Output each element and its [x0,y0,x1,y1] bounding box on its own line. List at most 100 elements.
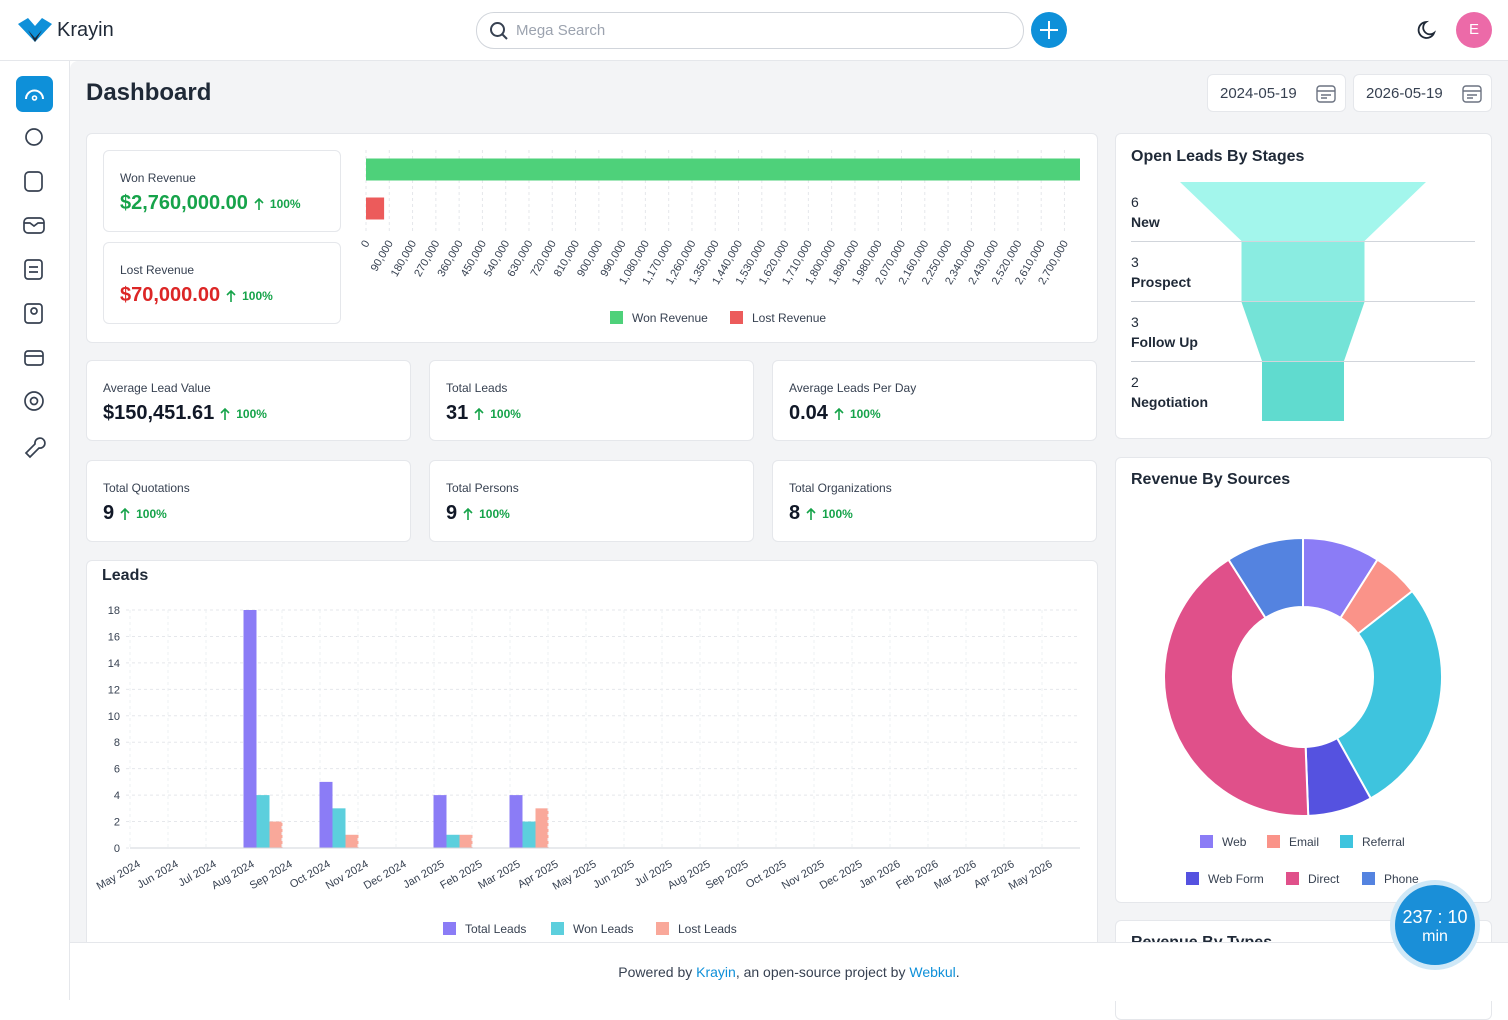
search-icon [490,22,508,40]
y-tick-label: 12 [108,684,120,696]
nav-quotes[interactable] [24,171,43,192]
timer[interactable]: 237 : 10 min [1395,885,1475,965]
stage-value: 6 [1131,194,1139,210]
y-tick-label: 2 [114,817,120,829]
footer-link[interactable]: Webkul [909,964,956,980]
nav-activities[interactable] [24,259,43,280]
stage-label: Prospect [1131,274,1191,290]
search-box[interactable]: Mega Search [476,12,1024,49]
x-tick-label: Aug 2024 [210,858,257,892]
avatar[interactable]: E [1456,12,1492,48]
pie-title: Revenue By Sources [1131,471,1291,488]
x-tick-label: Jun 2024 [135,858,180,891]
nav-dashboard[interactable] [16,76,53,112]
date-from[interactable]: 2024-05-19 [1207,74,1346,112]
date-to-text: 2026-05-19 [1366,85,1443,102]
y-tick-label: 10 [108,711,120,723]
leads-title: Leads [102,567,149,584]
stage-label: Follow Up [1131,334,1198,350]
logo-icon [18,18,52,42]
legend-swatch [1186,872,1199,885]
x-tick-label: Sep 2025 [704,858,751,892]
x-tick-label: Aug 2025 [666,858,713,892]
legend-swatch [656,922,669,935]
stat-change: 100% [822,506,853,521]
legend-swatch [610,311,623,324]
stat-row: $2,760,000.00 100% [120,192,301,215]
nav-contacts[interactable] [24,303,43,324]
legend-label: Total Leads [465,922,526,936]
add-button[interactable] [1031,12,1067,48]
x-tick-label: Jun 2025 [591,858,636,891]
bar [535,808,549,848]
x-tick-label: May 2025 [551,858,599,893]
stat-change: 100% [236,406,267,421]
x-tick-label: Jan 2026 [857,858,902,891]
legend-label: Won Revenue [632,311,708,325]
date-to[interactable]: 2026-05-19 [1353,74,1492,112]
legend-label: Lost Revenue [752,311,826,325]
stat-row: 31 100% [446,402,521,425]
stat-row: 0.04 100% [789,402,881,425]
footer: Powered by Krayin, an open-source projec… [70,942,1508,1001]
nav-mail[interactable] [23,217,45,234]
nav-config[interactable] [24,437,46,459]
stage-value: 3 [1131,254,1139,270]
legend-label: Web [1222,835,1247,849]
bar [366,197,385,220]
bar [522,821,536,848]
stat-value: $2,760,000.00 [120,192,248,214]
stat-label: Total Organizations [789,481,892,495]
footer-text: . [955,964,960,980]
x-tick-label: Mar 2026 [932,858,978,892]
footer-link[interactable]: Krayin [696,964,736,980]
x-tick-label: May 2026 [1007,858,1055,893]
header: Krayin Mega Search E [0,0,1508,61]
stat-card: Total Quotations 9 100% [86,460,411,542]
funnel-segment [1180,182,1426,241]
stat-row: 8 100% [789,502,853,525]
stat-card: Lost Revenue $70,000.00 100% [103,242,341,324]
stat-value: 31 [446,402,469,424]
up-arrow [226,289,236,302]
up-arrow [254,197,264,210]
bar [446,834,460,848]
y-tick-label: 8 [114,737,120,749]
stat-label: Total Leads [446,381,508,395]
legend-swatch [1286,872,1299,885]
stat-change: 100% [136,506,167,521]
stat-card: Won Revenue $2,760,000.00 100% [103,150,341,232]
stat-row: $150,451.61 100% [103,402,267,425]
funnel-segment [1241,242,1365,301]
bar [509,795,523,848]
stat-label: Lost Revenue [120,263,195,277]
bar [256,795,270,848]
stat-label: Average Leads Per Day [789,381,917,395]
bar [269,821,283,848]
funnel-segment [1262,362,1344,421]
legend-swatch [443,922,456,935]
legend-label: Email [1289,835,1319,849]
bar [433,795,447,848]
stat-label: Total Persons [446,481,519,495]
legend-swatch [551,922,564,935]
theme-toggle[interactable] [1416,18,1440,42]
legend-swatch [1200,835,1213,848]
legend-label: Web Form [1208,872,1264,886]
stage-label: New [1131,214,1160,230]
slice [1163,558,1310,817]
y-tick-label: 0 [114,843,120,855]
nav-settings[interactable] [24,391,44,411]
stat-card: Average Leads Per Day 0.04 100% [772,360,1097,441]
y-tick-label: 18 [108,605,120,617]
nav-products[interactable] [24,350,44,366]
up-arrow [474,407,484,420]
y-tick-label: 4 [114,790,120,802]
nav-leads[interactable] [25,128,43,146]
legend-label: Won Leads [573,922,634,936]
stat-change: 100% [849,406,881,421]
footer-text: Powered by [618,964,697,980]
bar [366,158,1080,181]
stage-label: Negotiation [1131,394,1208,410]
timer-value: 237 : 10 [1402,907,1468,927]
